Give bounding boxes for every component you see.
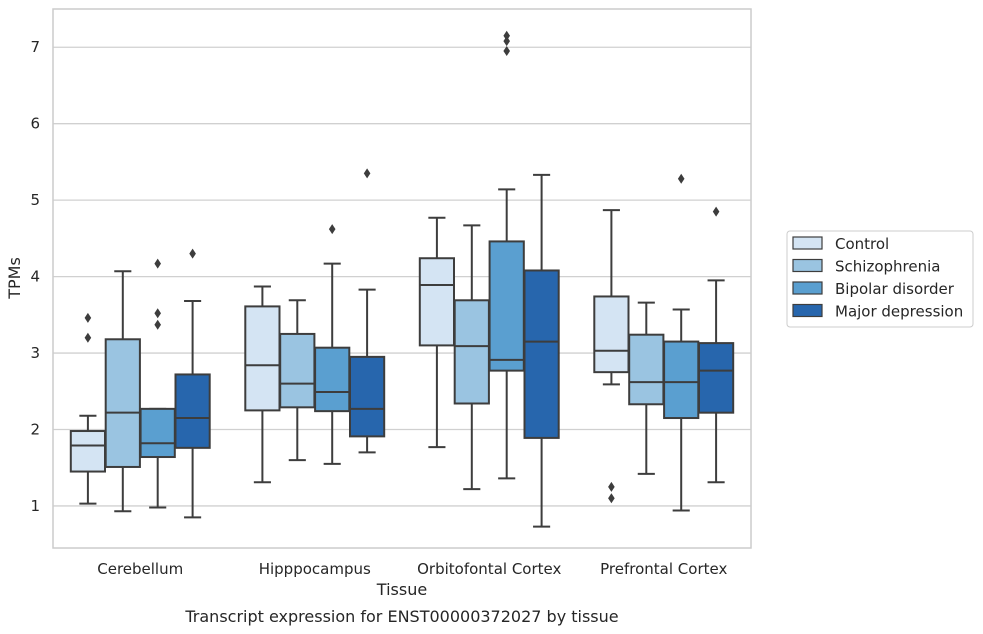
box-2-3 <box>523 173 560 528</box>
box-body <box>348 355 386 438</box>
box-body <box>523 269 560 439</box>
legend-swatch <box>792 258 823 273</box>
box-body <box>314 346 351 413</box>
plot-frame <box>52 8 752 549</box>
legend-swatch <box>792 303 823 318</box>
box-body <box>663 340 700 420</box>
outlier-point <box>608 481 615 492</box>
outlier-point <box>712 206 720 217</box>
box-0-1 <box>104 270 141 513</box>
legend-label: Schizophrenia <box>835 258 940 276</box>
outlier-point <box>189 248 196 259</box>
legend-label: Major depression <box>835 303 963 321</box>
x-tick-label: Cerebellum <box>97 560 183 578</box>
box-3-0 <box>593 209 630 504</box>
outlier-point <box>608 493 615 504</box>
box-body <box>593 295 630 374</box>
box-2-1 <box>453 224 490 491</box>
box-3-3 <box>697 206 735 484</box>
box-body <box>174 373 211 449</box>
chart-caption: Transcript expression for ENST0000037202… <box>184 607 618 626</box>
box-body <box>488 240 525 372</box>
outlier-point <box>328 224 336 235</box>
y-tick-label: 1 <box>30 497 40 515</box>
x-tick-label: Hipppocampus <box>259 560 371 578</box>
legend-swatch <box>792 281 823 295</box>
legend-swatch <box>792 236 823 250</box>
legend-label: Bipolar disorder <box>835 280 955 298</box>
box-body <box>139 407 176 459</box>
box-body <box>69 430 107 473</box>
outlier-point <box>503 36 510 47</box>
y-tick-label: 6 <box>30 115 40 133</box>
box-1-3 <box>348 168 386 454</box>
y-tick-label: 2 <box>30 420 40 438</box>
outlier-point <box>503 30 510 41</box>
outlier-point <box>154 258 161 269</box>
box-body <box>697 342 735 414</box>
outlier-point <box>677 173 685 184</box>
box-1-2 <box>314 224 351 465</box>
box-body <box>453 299 490 405</box>
box-body <box>628 333 665 406</box>
legend-frame <box>786 230 974 328</box>
y-axis-label: TPMs <box>5 257 24 300</box>
box-body <box>418 257 456 347</box>
y-axis-ticks: 1 2 3 4 5 6 7 <box>30 38 40 515</box>
box-0-0 <box>69 312 107 505</box>
box-0-2 <box>139 258 176 509</box>
box-2-0 <box>418 216 456 449</box>
outlier-point <box>154 308 161 319</box>
y-tick-label: 7 <box>30 38 40 56</box>
box-0-3 <box>174 248 211 519</box>
box-3-1 <box>628 301 665 475</box>
legend: Control Schizophrenia Bipolar disorder Majo… <box>786 230 974 328</box>
y-tick-label: 4 <box>30 268 40 286</box>
x-axis-label: Tissue <box>376 580 427 599</box>
box-1-0 <box>244 285 281 484</box>
box-body <box>104 338 141 468</box>
outlier-point <box>363 168 371 179</box>
box-1-1 <box>279 299 316 462</box>
outlier-point <box>503 46 510 57</box>
legend-label: Control <box>835 235 889 253</box>
box-3-2 <box>663 173 700 512</box>
outlier-point <box>84 332 92 343</box>
outlier-point <box>154 319 161 330</box>
y-tick-label: 5 <box>30 191 40 209</box>
y-tick-label: 3 <box>30 344 40 362</box>
outlier-point <box>84 312 92 323</box>
boxes-layer <box>69 30 735 528</box>
box-body <box>279 332 316 409</box>
box-body <box>244 305 281 412</box>
x-tick-label: Prefrontal Cortex <box>600 560 727 578</box>
x-tick-label: Orbitofontal Cortex <box>417 560 561 578</box>
box-2-2 <box>488 30 525 480</box>
x-axis-ticks: Cerebellum Hipppocampus Orbitofontal Corte… <box>97 560 727 578</box>
